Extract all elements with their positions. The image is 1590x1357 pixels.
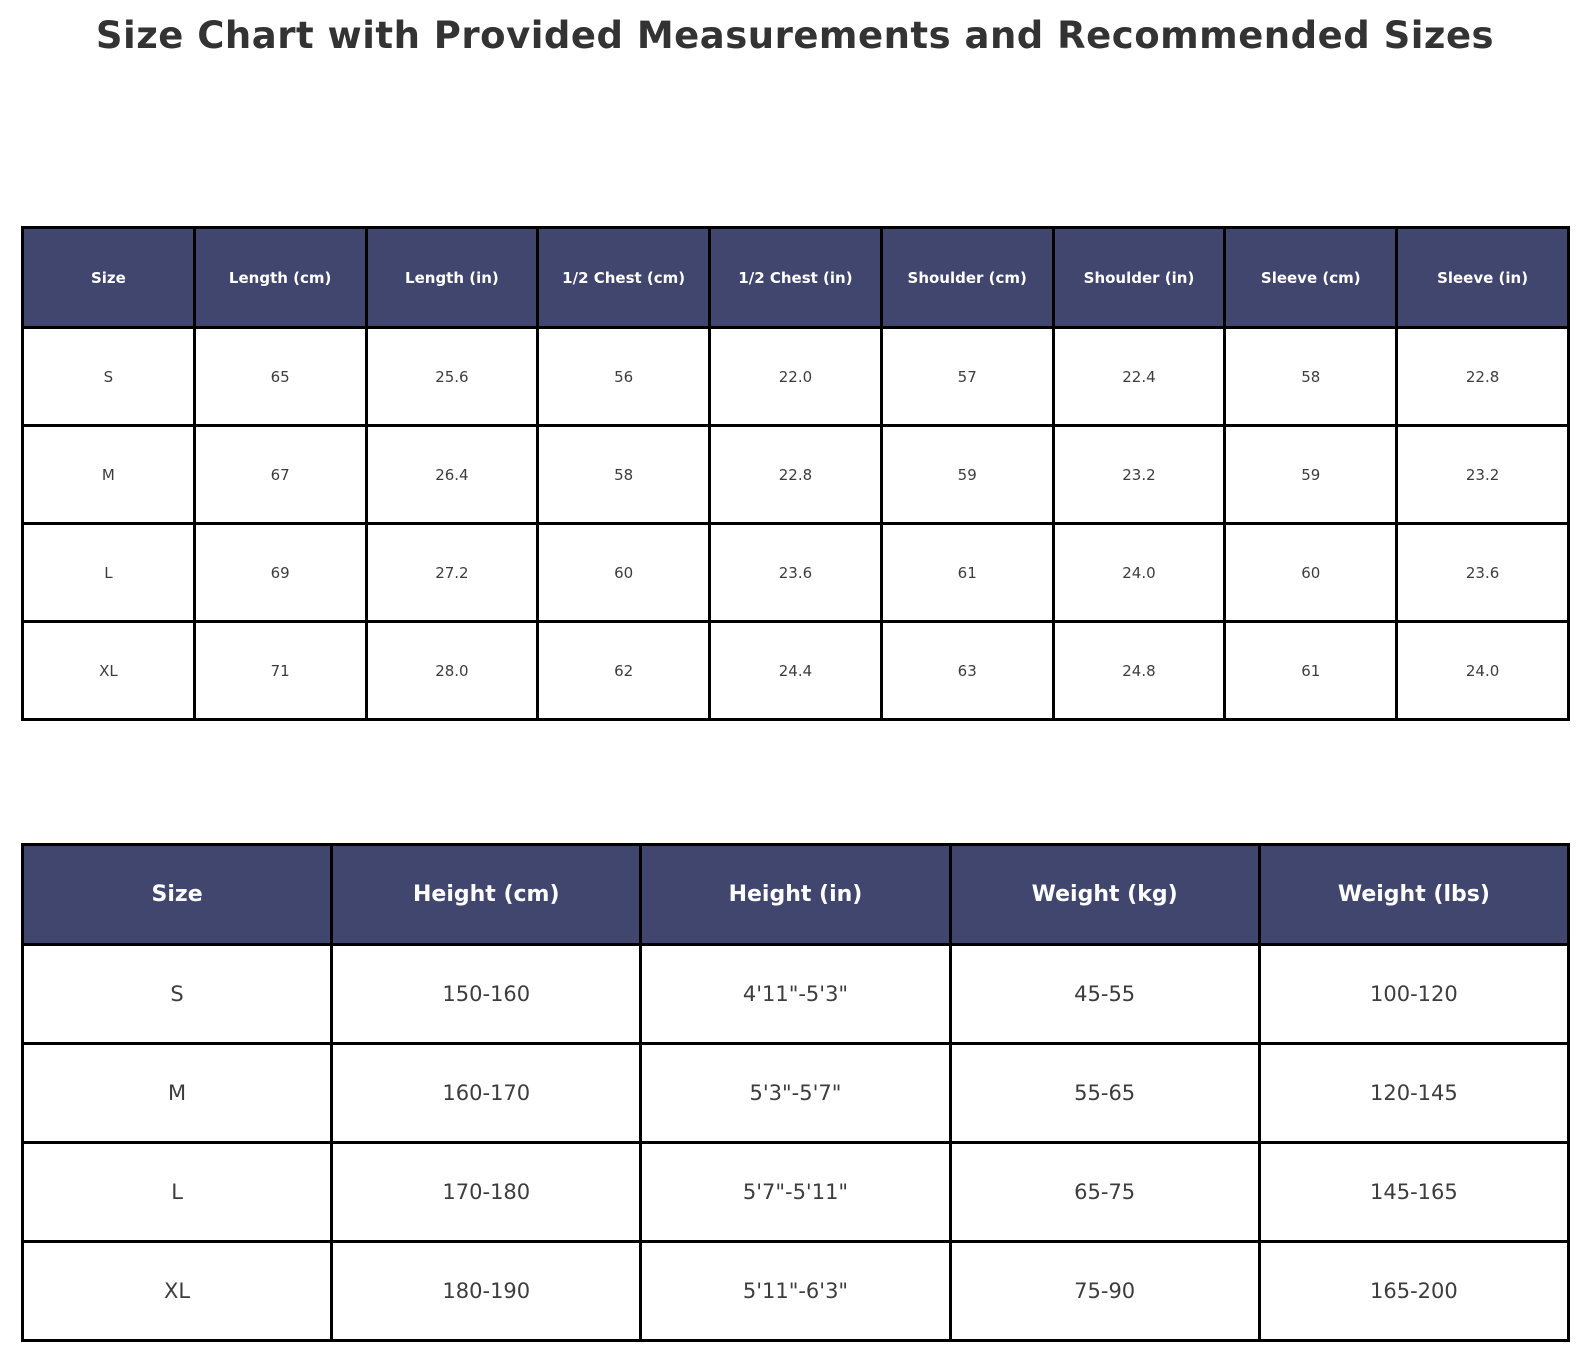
column-header: Sleeve (cm) [1223,226,1399,329]
column-header: Length (in) [364,226,540,329]
table-cell: 28.0 [364,620,540,721]
table-cell: 58 [536,424,712,525]
table-cell: 23.6 [1395,522,1570,623]
table-row: XL 71 28.0 62 24.4 63 24.8 61 24.0 [21,620,1570,721]
header-row: Size Height (cm) Height (in) Weight (kg) Wei… [20,843,1571,946]
page-title: Size Chart with Provided Measurements an… [95,14,1495,57]
table-cell: 71 [192,620,368,721]
table-cell: 60 [536,522,712,623]
recommended-sizes-table: Size Height (cm) Height (in) Weight (kg) Wei… [20,843,1571,1342]
table-cell: 62 [536,620,712,721]
table-cell: 22.8 [708,424,883,525]
column-header: Shoulder (in) [1051,226,1227,329]
table-row: M 160-170 5'3"-5'7" 55-65 120-145 [20,1042,1571,1144]
column-header: Height (cm) [330,843,643,946]
table-cell: 24.0 [1395,620,1570,721]
table-row: L 69 27.2 60 23.6 61 24.0 60 23.6 [21,522,1570,623]
table-cell: 61 [1223,620,1399,721]
table-cell: 120-145 [1257,1042,1571,1144]
table-cell: 27.2 [364,522,540,623]
table-cell: 165-200 [1257,1240,1571,1342]
table-cell: 55-65 [948,1042,1261,1144]
table-cell: 63 [879,620,1055,721]
table-cell: XL [20,1240,334,1342]
header-row: Size Length (cm) Length (in) 1/2 Chest (cm)… [21,226,1570,329]
column-header: Weight (lbs) [1257,843,1571,946]
table-cell: 26.4 [364,424,540,525]
table-cell: 22.4 [1051,326,1227,427]
column-header: Shoulder (cm) [879,226,1055,329]
table-cell: 69 [192,522,368,623]
table-cell: L [21,522,196,623]
table-cell: 22.0 [708,326,883,427]
table-cell: 61 [879,522,1055,623]
column-header: Size [21,226,196,329]
column-header: Size [20,843,334,946]
table-cell: 24.0 [1051,522,1227,623]
table-cell: 5'3"-5'7" [639,1042,952,1144]
column-header: 1/2 Chest (in) [708,226,883,329]
table-cell: 145-165 [1257,1141,1571,1243]
table-cell: 67 [192,424,368,525]
table-cell: S [21,326,196,427]
table-cell: 4'11"-5'3" [639,943,952,1045]
table-cell: 23.2 [1051,424,1227,525]
measurements-table: Size Length (cm) Length (in) 1/2 Chest (cm)… [21,226,1570,721]
table-cell: 60 [1223,522,1399,623]
table-row: XL 180-190 5'11"-6'3" 75-90 165-200 [20,1240,1571,1342]
table-cell: 22.8 [1395,326,1570,427]
table-cell: 75-90 [948,1240,1261,1342]
table-cell: 180-190 [330,1240,643,1342]
table-cell: 23.2 [1395,424,1570,525]
table-cell: 58 [1223,326,1399,427]
table-cell: 160-170 [330,1042,643,1144]
table-cell: 24.8 [1051,620,1227,721]
column-header: 1/2 Chest (cm) [536,226,712,329]
table-cell: 170-180 [330,1141,643,1243]
table-cell: 59 [879,424,1055,525]
table-cell: 23.6 [708,522,883,623]
table-cell: 65-75 [948,1141,1261,1243]
table-cell: 59 [1223,424,1399,525]
table-cell: M [21,424,196,525]
table-cell: 24.4 [708,620,883,721]
table-cell: 56 [536,326,712,427]
column-header: Weight (kg) [948,843,1261,946]
table-cell: 65 [192,326,368,427]
table-row: L 170-180 5'7"-5'11" 65-75 145-165 [20,1141,1571,1243]
table-row: M 67 26.4 58 22.8 59 23.2 59 23.2 [21,424,1570,525]
table-cell: 100-120 [1257,943,1571,1045]
table-cell: 57 [879,326,1055,427]
table-cell: 25.6 [364,326,540,427]
table-cell: 45-55 [948,943,1261,1045]
table-cell: M [20,1042,334,1144]
table-cell: XL [21,620,196,721]
column-header: Height (in) [639,843,952,946]
table-cell: 150-160 [330,943,643,1045]
table-cell: 5'11"-6'3" [639,1240,952,1342]
table-cell: 5'7"-5'11" [639,1141,952,1243]
table-row: S 65 25.6 56 22.0 57 22.4 58 22.8 [21,326,1570,427]
column-header: Sleeve (in) [1395,226,1570,329]
table-row: S 150-160 4'11"-5'3" 45-55 100-120 [20,943,1571,1045]
column-header: Length (cm) [192,226,368,329]
table-cell: L [20,1141,334,1243]
table-cell: S [20,943,334,1045]
